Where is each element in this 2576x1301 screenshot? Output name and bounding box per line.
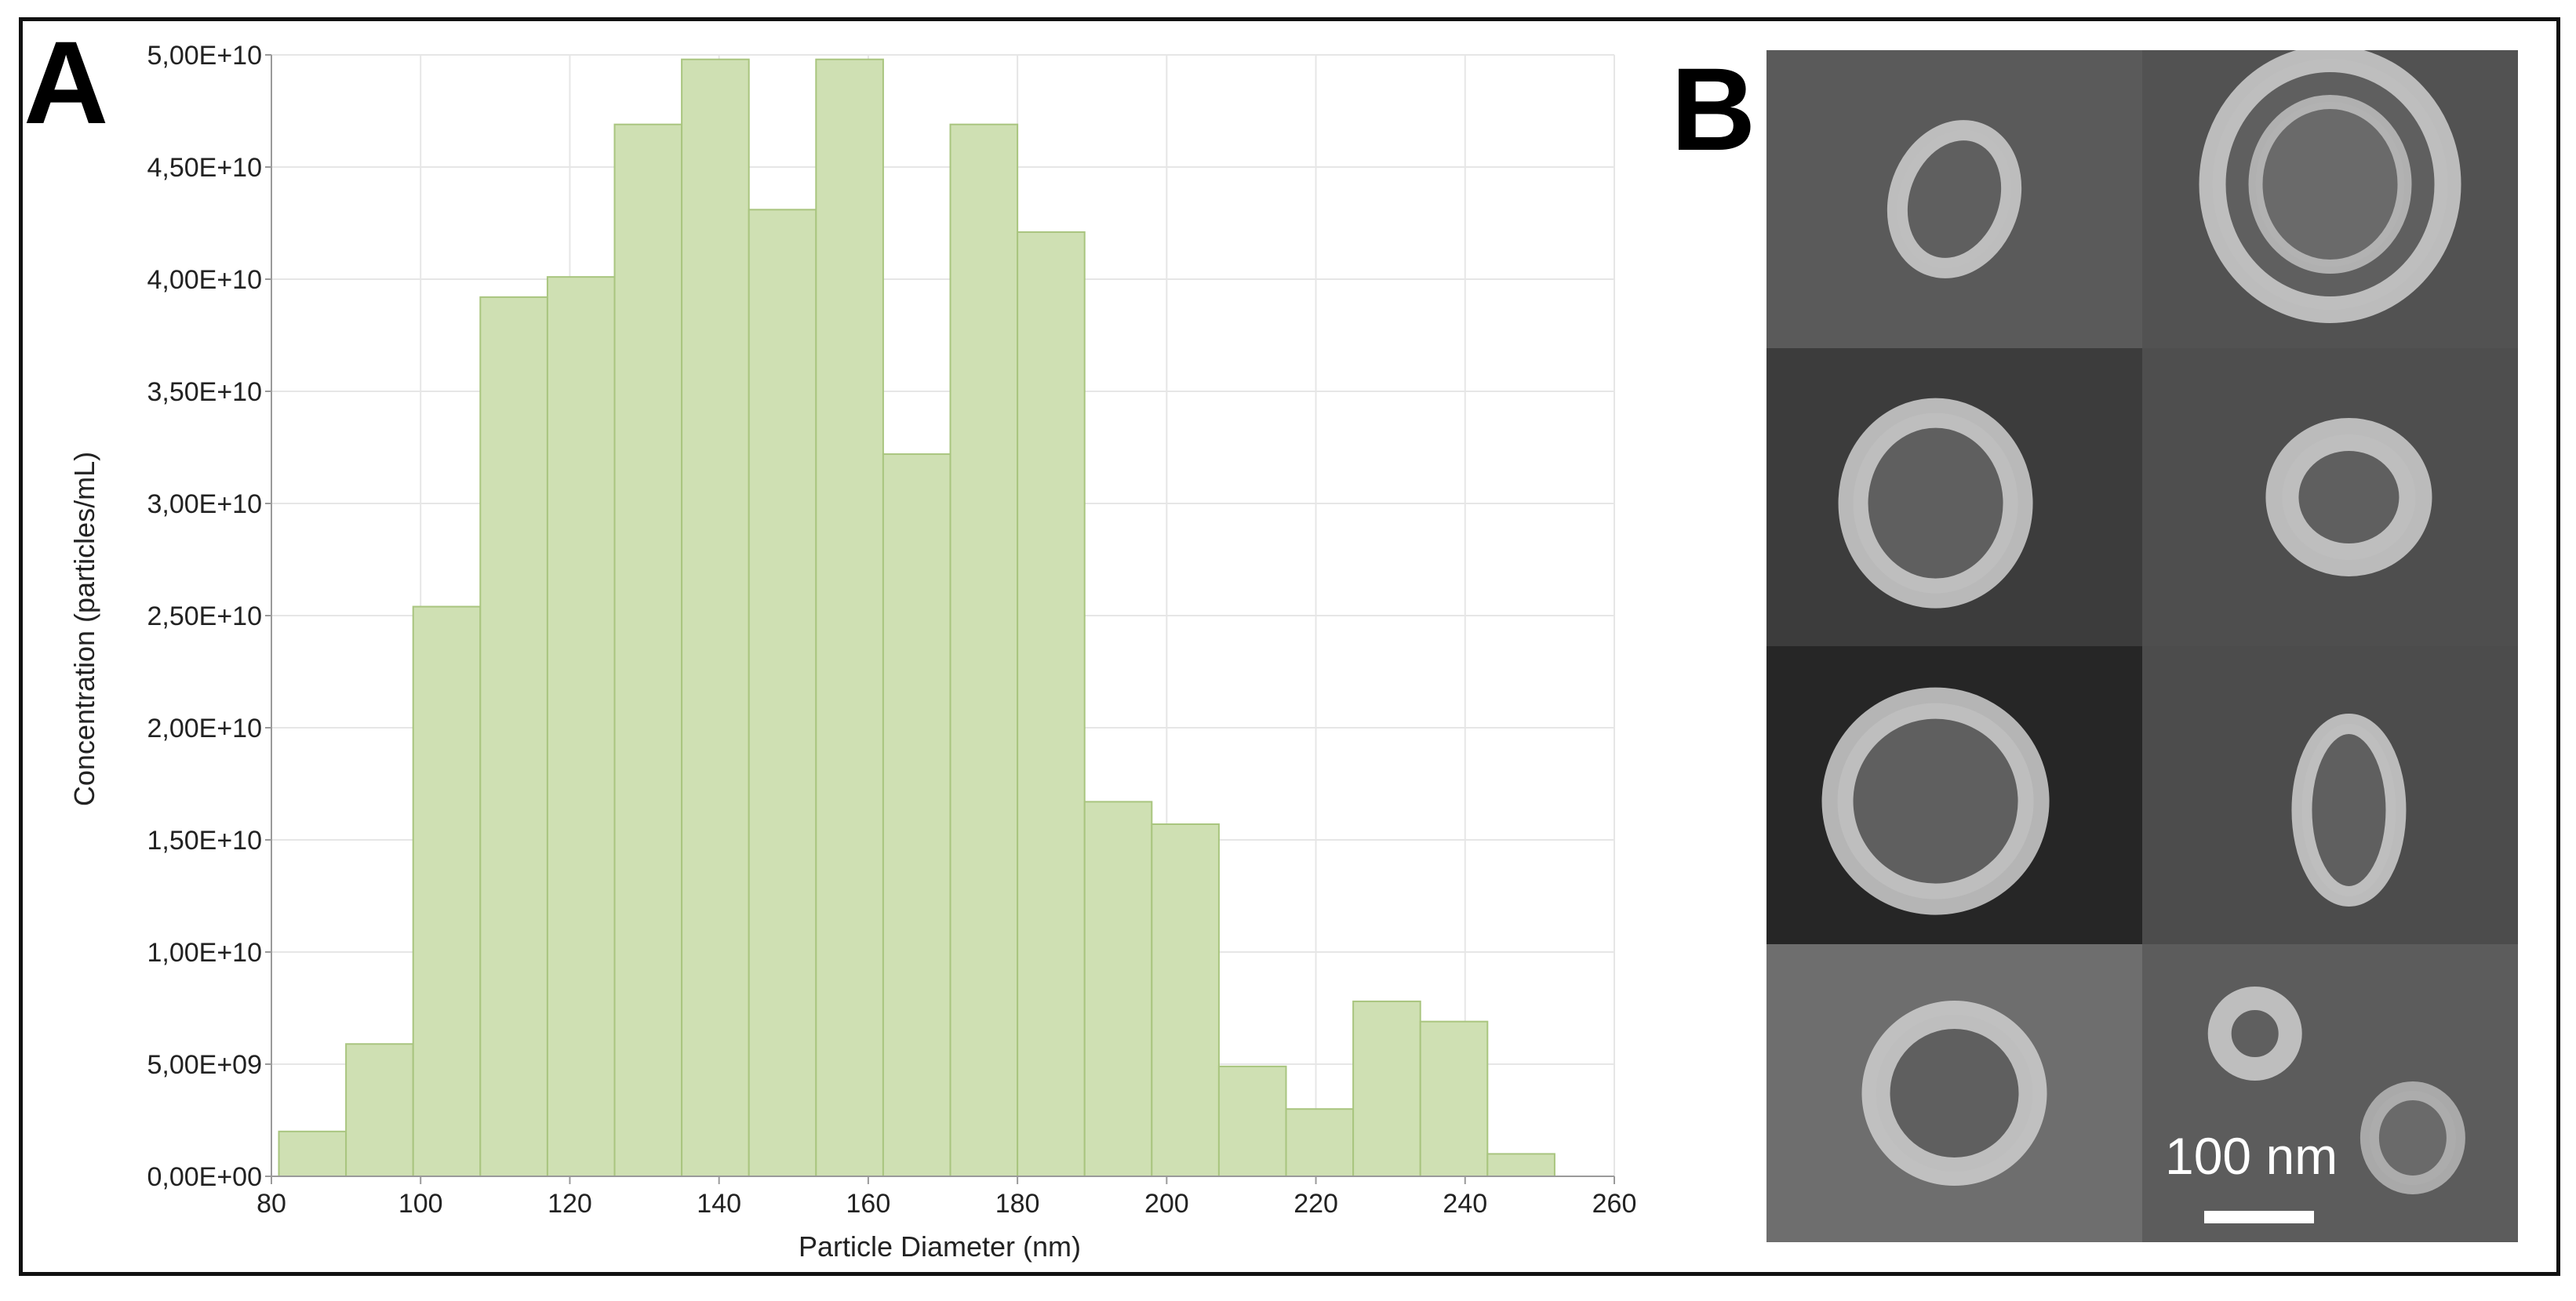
y-tick-label: 2,50E+10 — [147, 601, 262, 631]
y-tick-label: 1,00E+10 — [147, 938, 262, 968]
x-tick-label: 100 — [398, 1189, 443, 1219]
scale-bar-label: 100 nm — [2165, 1127, 2338, 1185]
histogram-bar — [546, 276, 616, 1177]
em-micrograph-tile — [1766, 944, 2142, 1242]
histogram-bar — [613, 123, 683, 1177]
y-tick-label: 2,00E+10 — [147, 714, 262, 743]
y-tick-label: 0,00E+00 — [147, 1162, 262, 1192]
chart-tick-labels: 0,00E+00 5,00E+09 1,00E+10 1,50E+10 2,00E+10… — [147, 41, 1636, 1219]
vesicle-micrograph — [2142, 944, 2518, 1242]
em-micrograph-tile — [2142, 50, 2518, 348]
histogram-bar — [681, 58, 750, 1178]
x-tick-label: 240 — [1443, 1189, 1487, 1219]
vesicle-micrograph — [2142, 348, 2518, 646]
panel-label-a: A — [24, 16, 109, 148]
chart-bars — [278, 58, 1555, 1178]
x-tick-label: 200 — [1144, 1189, 1189, 1219]
x-tick-label: 260 — [1592, 1189, 1637, 1219]
x-tick-label: 120 — [548, 1189, 592, 1219]
vesicle-micrograph — [1766, 50, 2142, 348]
histogram-bar — [1083, 801, 1153, 1177]
em-micrograph-tile — [2142, 646, 2518, 944]
vesicle-micrograph — [1766, 646, 2142, 944]
y-tick-label: 4,00E+10 — [147, 265, 262, 295]
x-tick-label: 140 — [697, 1189, 741, 1219]
histogram-bar — [1285, 1108, 1355, 1177]
em-micrograph-tile — [1766, 646, 2142, 944]
figure-frame — [19, 17, 2560, 1276]
x-axis-label: Particle Diameter (nm) — [799, 1230, 1081, 1263]
histogram-bar — [748, 209, 817, 1178]
x-tick-label: 160 — [846, 1189, 891, 1219]
em-micrograph-tile — [2142, 944, 2518, 1242]
y-axis-label: Concentration (particles/mL) — [68, 452, 100, 806]
histogram-bar — [882, 453, 951, 1177]
em-micrograph-tile — [2142, 348, 2518, 646]
histogram-bar — [949, 123, 1019, 1177]
vesicle-micrograph — [2142, 50, 2518, 348]
scale-bar — [2204, 1211, 2314, 1223]
chart-axes — [265, 54, 1615, 1184]
histogram-bar — [1419, 1020, 1489, 1178]
vesicle-micrograph — [2142, 646, 2518, 944]
y-tick-label: 3,50E+10 — [147, 377, 262, 407]
y-tick-label: 3,00E+10 — [147, 489, 262, 519]
em-micrograph-tile — [1766, 50, 2142, 348]
panel-label-b: B — [1671, 43, 1756, 175]
histogram-bar — [412, 605, 482, 1177]
vesicle-micrograph — [1766, 944, 2142, 1242]
y-tick-label: 5,00E+09 — [147, 1050, 262, 1080]
histogram-bar — [815, 58, 884, 1178]
em-micrograph-tile — [1766, 348, 2142, 646]
y-tick-label: 1,50E+10 — [147, 826, 262, 856]
x-tick-label: 180 — [995, 1189, 1040, 1219]
x-tick-label: 220 — [1293, 1189, 1338, 1219]
histogram-bar — [1352, 1000, 1421, 1178]
y-tick-label: 5,00E+10 — [147, 41, 262, 71]
histogram-bar — [1217, 1065, 1287, 1177]
histogram-chart: 0,00E+00 5,00E+09 1,00E+10 1,50E+10 2,00E+10… — [68, 41, 1636, 1263]
x-tick-label: 80 — [257, 1189, 286, 1219]
y-tick-label: 4,50E+10 — [147, 153, 262, 183]
histogram-bar — [1486, 1153, 1555, 1178]
histogram-bar — [345, 1043, 414, 1178]
em-micrograph-grid — [1766, 50, 2518, 1242]
vesicle-micrograph — [1766, 348, 2142, 646]
histogram-bar — [278, 1130, 347, 1178]
histogram-bar — [1151, 823, 1220, 1177]
histogram-bar — [479, 296, 548, 1177]
histogram-bar — [1017, 231, 1086, 1178]
